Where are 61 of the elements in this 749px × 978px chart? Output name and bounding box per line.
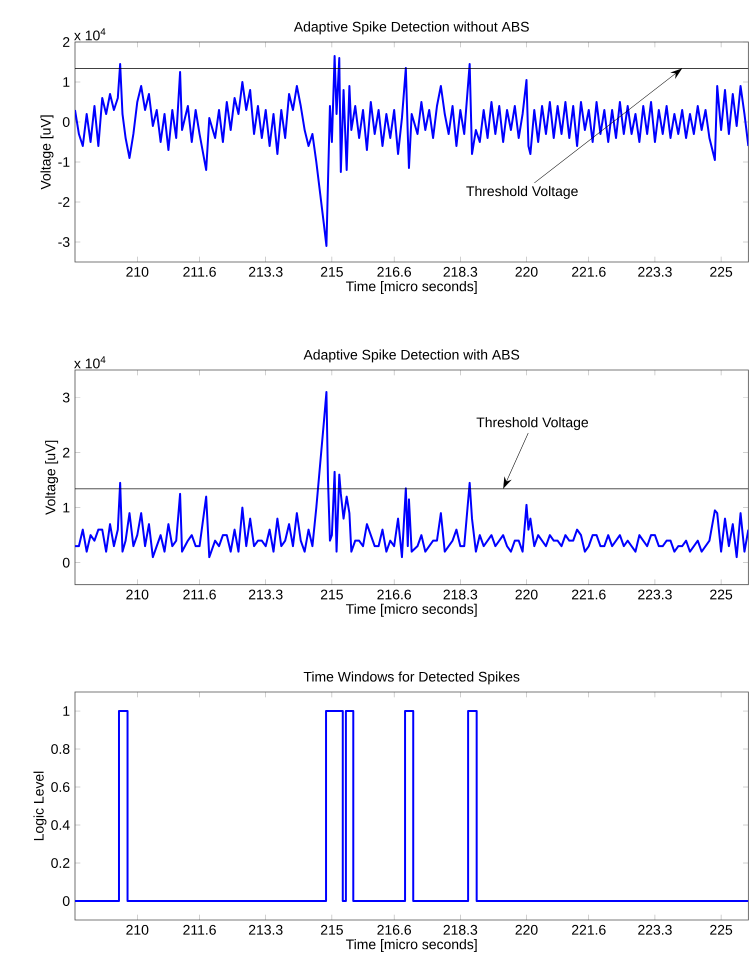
annotation: Threshold Voltage <box>476 417 588 430</box>
x-tick-label: 220 <box>516 924 538 935</box>
x-tick-label: 223.3 <box>638 266 672 277</box>
x-tick-label: 211.6 <box>183 924 216 935</box>
x-tick-label: 216.6 <box>377 924 411 935</box>
x-tick-label: 213.3 <box>248 924 283 935</box>
x-tick-label: 218.3 <box>444 924 478 935</box>
y-tick-label: -1 <box>58 157 70 167</box>
x-tick-label: 225 <box>710 924 732 935</box>
x-tick-label: 213.3 <box>248 266 283 277</box>
y-tick-label: 0.6 <box>51 782 70 792</box>
x-tick-label: 211.6 <box>183 266 216 277</box>
line-series <box>75 55 748 247</box>
x-tick-label: 220 <box>516 590 538 600</box>
x-tick-label: 225 <box>710 590 732 600</box>
x-tick-label: 218.3 <box>444 266 478 277</box>
x-tick-label: 210 <box>126 924 148 935</box>
annotation: Threshold Voltage <box>466 186 578 199</box>
x-tick-label: 215 <box>320 266 343 277</box>
text: x 10$^{4}$ <box>74 356 106 368</box>
x-tick-label: 218.3 <box>444 590 478 600</box>
x-tick-label: 221.6 <box>572 924 606 935</box>
x-tick-label: 216.6 <box>377 590 411 600</box>
y-tick-label: 1 <box>63 77 70 87</box>
chart-title: Adaptive Spike Detection with ABS <box>304 349 520 362</box>
x-tick-label: 210 <box>126 266 148 277</box>
x-tick-label: 211.6 <box>183 590 216 600</box>
y-tick-label: 0 <box>62 558 70 568</box>
x-tick-label: 216.6 <box>377 266 411 277</box>
y-tick-label: -3 <box>58 237 70 247</box>
x-axis-title: Time [micro seconds] <box>346 604 477 617</box>
x-tick-label: 223.3 <box>638 924 672 935</box>
text: x 10$^{4}$ <box>74 28 106 40</box>
y-tick-label: 0 <box>62 896 70 906</box>
y-tick-label: 3 <box>62 392 70 402</box>
y-tick-label: 0.2 <box>51 858 70 868</box>
x-tick-label: 210 <box>126 590 148 600</box>
y-tick-label: 0.4 <box>51 820 70 830</box>
y-tick-label: 1 <box>63 502 70 512</box>
x-tick-label: 223.3 <box>638 590 672 600</box>
y-tick-label: 2 <box>63 448 70 458</box>
y-tick-label: -2 <box>58 197 70 207</box>
y-axis-title: Voltage [uV] <box>40 115 54 190</box>
chart-title: Adaptive Spike Detection without ABS <box>294 21 529 34</box>
x-tick-label: 215 <box>320 590 343 600</box>
x-tick-label: 221.6 <box>572 266 606 277</box>
x-tick-label: 221.6 <box>572 590 606 600</box>
y-axis-title: Logic Level <box>33 772 46 840</box>
line-series <box>75 391 748 558</box>
x-axis-title: Time [micro seconds] <box>346 281 477 294</box>
y-tick-label: 1 <box>63 706 70 716</box>
y-tick-label: 2 <box>63 37 70 47</box>
x-tick-label: 225 <box>710 266 732 277</box>
x-tick-label: 215 <box>320 924 343 935</box>
chart-title: Time Windows for Detected Spikes <box>304 671 520 684</box>
x-axis-title: Time [micro seconds] <box>346 939 477 952</box>
x-tick-label: 213.3 <box>248 590 283 600</box>
x-tick-label: 220 <box>516 266 538 277</box>
y-tick-label: 0.8 <box>51 744 70 754</box>
y-tick-label: 0 <box>62 117 70 127</box>
y-axis-title: Voltage [uV] <box>45 440 58 515</box>
